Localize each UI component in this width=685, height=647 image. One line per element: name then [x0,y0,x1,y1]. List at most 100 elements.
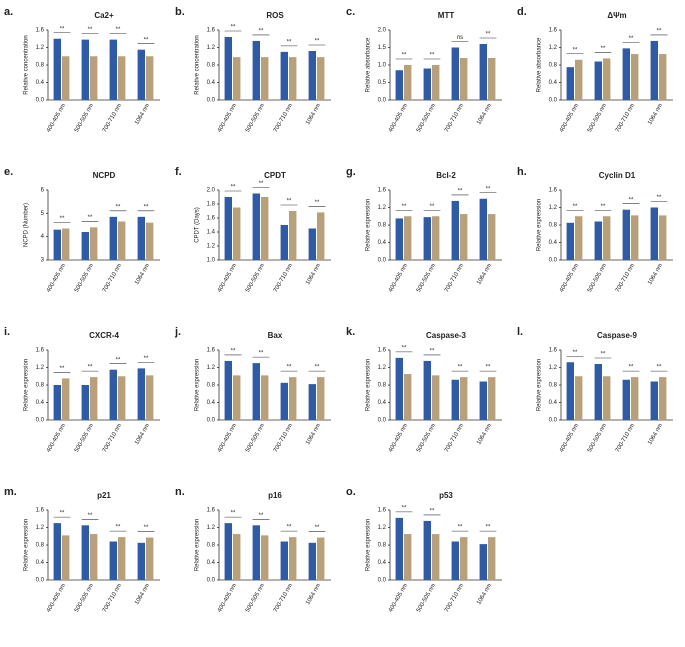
sig-marker: ** [60,216,65,222]
bar [261,57,269,100]
bar [404,534,412,580]
x-tick-label: 1064 nm [647,103,664,126]
y-tick-label: 1.2 [549,45,558,51]
y-tick-label: 0.4 [207,560,216,566]
bar [53,523,61,580]
y-axis-label: Relative expression [537,199,543,251]
bar [317,377,325,420]
x-tick-label: 700-710 nm [273,103,294,134]
panel-title: Caspase-3 [426,331,467,340]
panel-title: Ca2+ [94,11,114,20]
y-axis-label: Relative expression [366,519,372,571]
panel: c. MTT Relative absorbance 0.0 0.5 1.0 1.5 2.0 *… [346,6,502,134]
x-tick-label: 500-505 nm [416,263,437,294]
x-tick-label: 1064 nm [305,103,322,126]
panel-title: Cyclin D1 [599,171,636,180]
y-tick-label: 0.4 [36,400,45,406]
sig-marker: ** [601,46,606,52]
panel-letter: m. [4,486,17,498]
sig-marker: ** [402,204,407,210]
panel-title: p53 [439,491,453,500]
bar [622,209,630,260]
y-tick-label: 0.0 [36,578,45,584]
x-tick-label: 500-505 nm [587,103,608,134]
panel-title: Caspase-9 [597,331,638,340]
y-tick-label: 0.0 [549,258,558,264]
y-tick-label: 0.8 [207,543,216,549]
bar [479,544,487,580]
sig-marker: ** [144,204,149,210]
y-tick-label: 0.8 [36,63,45,69]
bar [62,228,70,260]
bar [53,385,61,420]
bar [659,377,667,420]
x-tick-label: 1064 nm [476,263,493,286]
y-tick-label: 0.8 [549,383,558,389]
bar [404,216,412,260]
sig-marker: ** [430,509,435,515]
y-tick-label: 0.8 [378,543,387,549]
bar [233,534,241,580]
x-tick-label: 400-405 nm [559,263,580,294]
sig-marker: ** [259,351,264,357]
sig-marker: ** [231,25,236,31]
y-tick-label: 6 [41,188,45,194]
panel: a. Ca2+ Relative concentration 0.0 0.4 0.8 1.2… [4,6,160,134]
panel-letter: d. [517,6,527,18]
bar [631,215,639,260]
bar [280,541,288,580]
sig-marker: ** [231,511,236,517]
bar [90,534,98,580]
bar [603,58,611,100]
sig-marker: ** [116,357,121,363]
sig-marker: ** [402,53,407,59]
x-tick-label: 500-505 nm [587,423,608,454]
panel-letter: c. [346,6,355,18]
x-tick-label: 400-405 nm [217,263,238,294]
y-tick-label: 2.0 [207,188,216,194]
y-tick-label: 1.2 [36,45,45,51]
x-tick-label: 500-505 nm [245,263,266,294]
bar [460,58,468,100]
bar [118,56,126,100]
bar [404,374,412,420]
bar [575,216,583,260]
bar [233,207,241,260]
x-tick-label: 500-505 nm [74,263,95,294]
bar [146,375,154,420]
x-tick-label: 1064 nm [647,263,664,286]
sig-marker: ns [457,35,463,41]
bar [109,369,117,420]
bar [395,517,403,580]
bar [317,57,325,100]
x-tick-label: 400-405 nm [46,263,67,294]
bar [252,40,260,100]
x-tick-label: 400-405 nm [388,103,409,134]
y-tick-label: 0.4 [207,80,216,86]
bar [118,537,126,580]
x-tick-label: 1064 nm [305,423,322,446]
y-axis-label: Relative expression [366,199,372,251]
x-tick-label: 500-505 nm [74,103,95,134]
sig-marker: ** [259,29,264,35]
x-tick-label: 1064 nm [305,263,322,286]
panel-letter: h. [517,166,527,178]
panel-title: p21 [97,491,111,500]
bar [224,197,232,260]
panel-title: ROS [266,11,284,20]
y-tick-label: 2.0 [378,28,387,34]
bar [659,54,667,100]
bar [252,193,260,260]
bar [659,215,667,260]
y-tick-label: 0.4 [207,400,216,406]
bar [137,368,145,420]
x-tick-label: 400-405 nm [217,583,238,614]
panel: g. Bcl-2 Relative expression 0.0 0.4 0.8 1.2 1.… [346,166,502,294]
sig-marker: ** [60,366,65,372]
y-tick-label: 0.0 [207,98,216,104]
y-tick-label: 1.6 [36,28,45,34]
y-axis-label: Relative absorbance [537,37,543,92]
y-tick-label: 0.8 [549,63,558,69]
bar [233,57,241,100]
bar [81,385,89,420]
